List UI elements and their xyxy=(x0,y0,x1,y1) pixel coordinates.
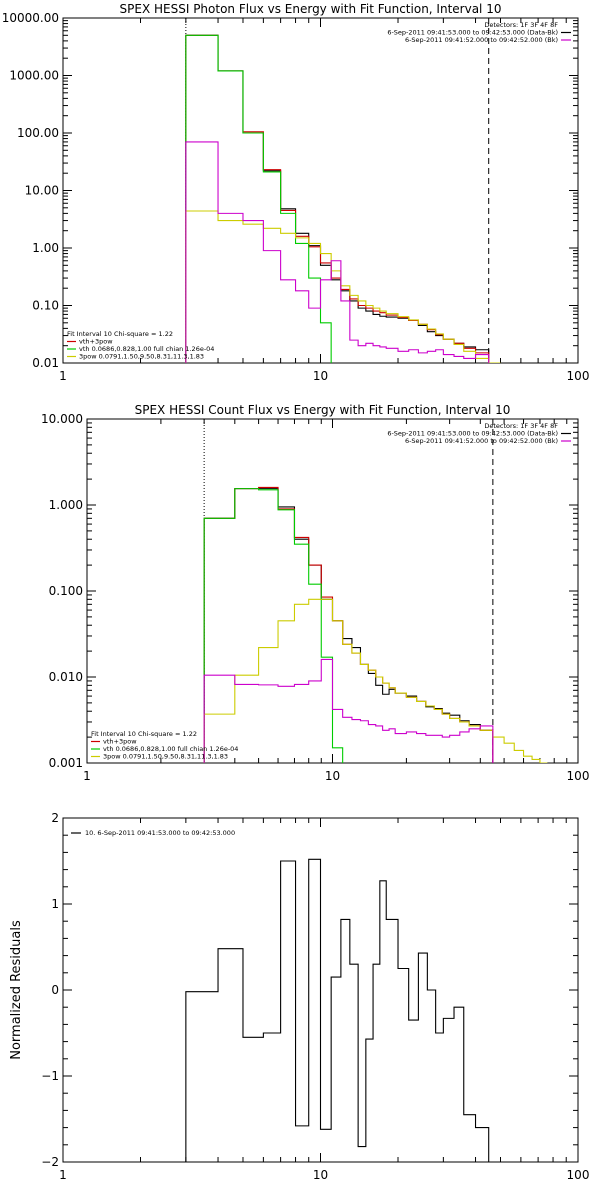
y-tick-label: 2 xyxy=(51,811,59,825)
series-bk xyxy=(203,658,494,763)
y-tick-label: 0.10 xyxy=(32,299,59,313)
x-tick-label: 100 xyxy=(567,769,590,783)
legend-entry: vth+3pow xyxy=(79,338,113,346)
series-vth xyxy=(185,34,332,363)
legend-entry: 6-Sep-2011 09:41:52.000 to 09:42:52.000 … xyxy=(405,437,558,445)
legend-entry: 3pow 0.0791,1.50,9.50,8.31,11.3,1.83 xyxy=(103,753,228,761)
legend-entry: Detectors: 1F 3F 4F 8F xyxy=(484,422,558,430)
y-tick-label: 0.001 xyxy=(49,756,83,770)
y-tick-label: 1.000 xyxy=(49,498,83,512)
legend-entry: 6-Sep-2011 09:41:52.000 to 09:42:52.000 … xyxy=(405,36,558,44)
x-tick-label: 10 xyxy=(325,769,340,783)
y-tick-label: 1000.00 xyxy=(9,69,59,83)
chart-title: SPEX HESSI Count Flux vs Energy with Fit… xyxy=(135,403,511,417)
series-vth-3pow xyxy=(185,34,490,363)
series-vth-3pow xyxy=(203,486,494,763)
series-3pow xyxy=(185,210,501,363)
x-tick-label: 1 xyxy=(83,769,91,783)
series-3pow xyxy=(203,598,548,763)
legend-entry: Detectors: 1F 3F 4F 8F xyxy=(484,21,558,29)
legend-entry: vth+3pow xyxy=(103,738,137,746)
legend-entry: Fit Interval 10 Chi-square = 1.22 xyxy=(91,730,197,738)
chart-photon: SPEX HESSI Photon Flux vs Energy with Fi… xyxy=(2,2,590,383)
series-data-bk xyxy=(185,34,490,363)
y-tick-label: 10.000 xyxy=(41,412,83,426)
legend-entry: 10. 6-Sep-2011 09:41:53.000 to 09:42:53.… xyxy=(85,829,235,837)
chart-residuals: Normalized Residuals 1 10 100 −2 −1 0 1 2 10. 6-S… xyxy=(9,811,589,1182)
y-tick-label: 0.100 xyxy=(49,584,83,598)
y-tick-label: 0.01 xyxy=(32,356,59,370)
series-residuals xyxy=(185,858,490,1162)
y-tick-label: −1 xyxy=(41,1069,59,1083)
y-axis-label: Normalized Residuals xyxy=(9,920,24,1060)
x-tick-label: 1 xyxy=(59,369,67,383)
series-vth xyxy=(203,488,344,763)
y-tick-label: 100.00 xyxy=(17,126,59,140)
y-tick-label: 0.010 xyxy=(49,670,83,684)
chart-title: SPEX HESSI Photon Flux vs Energy with Fi… xyxy=(120,2,502,16)
legend-entry: 3pow 0.0791,1.50,9.50,8.31,11.3,1.83 xyxy=(79,353,204,361)
x-tick-label: 100 xyxy=(567,369,590,383)
legend-entry: 6-Sep-2011 09:41:53.000 to 09:42:53.000 … xyxy=(387,29,558,37)
y-tick-label: 1 xyxy=(51,897,59,911)
y-tick-label: 10.00 xyxy=(25,184,59,198)
series-bk xyxy=(185,141,490,363)
legend-entry: Fit Interval 10 Chi-square = 1.22 xyxy=(67,330,173,338)
y-tick-label: −2 xyxy=(41,1155,59,1169)
chart-count: SPEX HESSI Count Flux vs Energy with Fit… xyxy=(41,403,589,783)
x-tick-label: 100 xyxy=(567,1168,590,1182)
y-tick-label: 1.00 xyxy=(32,241,59,255)
legend-entry: 6-Sep-2011 09:41:53.000 to 09:42:53.000 … xyxy=(387,430,558,438)
legend-entry: vth 0.0686,0.828,1.00 full chian 1.26e-0… xyxy=(79,345,214,353)
x-tick-label: 1 xyxy=(59,1168,67,1182)
series-data-bk xyxy=(203,488,494,763)
y-tick-label: 0 xyxy=(51,983,59,997)
legend-entry: vth 0.0686,0.828,1.00 full chian 1.26e-0… xyxy=(103,745,238,753)
x-tick-label: 10 xyxy=(313,1168,328,1182)
x-tick-label: 10 xyxy=(313,369,328,383)
y-tick-label: 10000.00 xyxy=(2,11,59,25)
